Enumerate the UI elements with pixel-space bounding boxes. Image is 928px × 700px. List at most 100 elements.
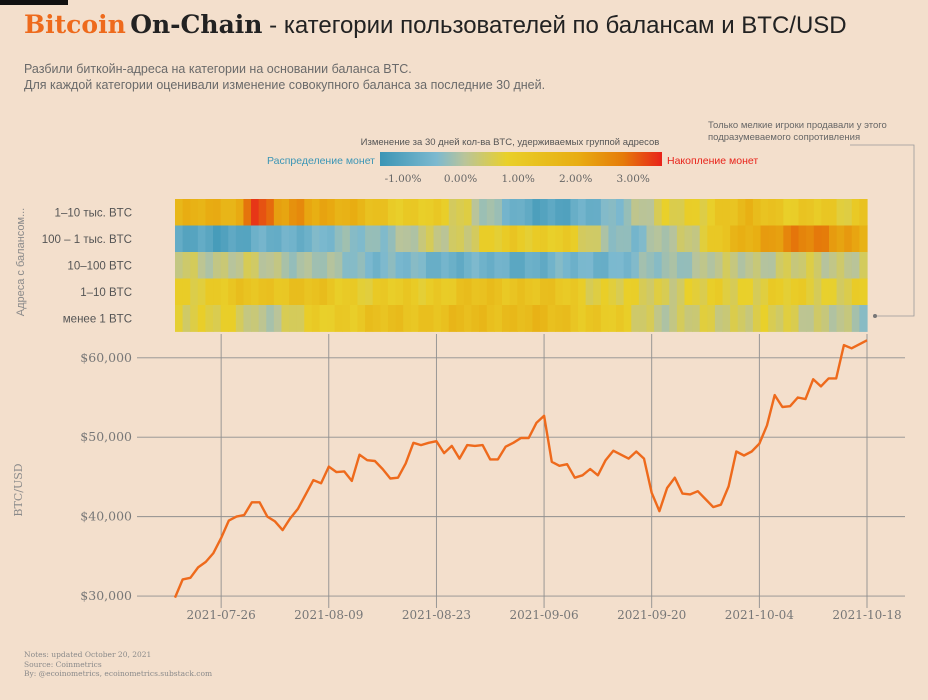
x-tick-label: 2021-08-23 — [402, 608, 471, 622]
heatmap-cell — [448, 199, 457, 226]
heatmap-cell — [555, 278, 564, 306]
heatmap-cell — [182, 278, 191, 306]
heatmap-cell — [684, 278, 693, 306]
heatmap-cell — [600, 278, 610, 306]
heatmap-cell — [524, 225, 533, 253]
heatmap-cell — [395, 305, 404, 332]
heatmap-cell — [494, 225, 503, 253]
heatmap-cell — [760, 225, 769, 253]
heatmap-cell — [349, 305, 359, 332]
heatmap-cell — [372, 305, 381, 332]
heatmap-cell — [425, 252, 435, 279]
heatmap-cell — [828, 278, 838, 306]
heatmap-cell — [524, 252, 533, 279]
heatmap-cell — [509, 199, 518, 226]
btc-price-line — [173, 339, 868, 599]
heatmap-cell — [190, 199, 199, 226]
heatmap-cell — [463, 199, 473, 226]
heatmap-cell — [205, 199, 214, 226]
heatmap-cell — [570, 225, 579, 253]
heatmap-cell — [669, 199, 678, 226]
page-title: Bitcoin On-Chain - категории пользовател… — [24, 10, 847, 40]
heatmap-cell — [395, 225, 404, 253]
heatmap-cell — [646, 252, 655, 279]
heatmap-cell — [859, 278, 868, 306]
heatmap-cell — [775, 278, 784, 306]
heatmap-cell — [790, 278, 800, 306]
heatmap-cell — [190, 278, 199, 306]
heatmap-cell — [509, 305, 518, 332]
heatmap-cell — [235, 199, 245, 226]
heatmap-cell — [418, 225, 427, 253]
heatmap-cell — [821, 199, 830, 226]
heatmap-cell — [311, 199, 321, 226]
heatmap-cell — [555, 199, 564, 226]
heatmap-cell — [783, 305, 792, 332]
heatmap-cell — [266, 278, 275, 306]
heatmap-cell — [722, 225, 731, 253]
heatmap-cell — [220, 225, 229, 253]
heatmap-cell — [197, 199, 207, 226]
heatmap-cell — [775, 199, 784, 226]
heatmap-cell — [714, 252, 724, 279]
heatmap-cell — [676, 278, 686, 306]
heatmap-cell — [403, 305, 412, 332]
heatmap-cell — [608, 278, 617, 306]
notes-updated: Notes: updated October 20, 2021 — [24, 650, 152, 659]
heatmap-cell — [547, 199, 556, 226]
heatmap-cell — [479, 199, 488, 226]
heatmap-cell — [532, 305, 541, 332]
heatmap-cell — [714, 305, 724, 332]
heatmap-cell — [471, 252, 480, 279]
heatmap-cell — [745, 278, 754, 306]
heatmap-cell — [243, 305, 252, 332]
heatmap-cell — [806, 278, 815, 306]
heatmap-cell — [228, 252, 237, 279]
heatmap-cell — [707, 225, 716, 253]
heatmap-cell — [441, 278, 450, 306]
heatmap-cell — [859, 252, 868, 279]
heatmap-cell — [486, 199, 495, 226]
heatmap-cell — [562, 305, 572, 332]
color-legend: Изменение за 30 дней кол-ва BTC, удержив… — [267, 137, 758, 185]
legend-right-label: Накопление монет — [667, 155, 758, 167]
heatmap-cell — [616, 278, 625, 306]
heatmap-cell — [319, 199, 328, 226]
heatmap-cell — [342, 225, 351, 253]
heatmap-cell — [524, 305, 533, 332]
legend-tick-label: -1.00% — [385, 173, 422, 185]
heatmap-cell — [365, 278, 374, 306]
heatmap-cell — [410, 305, 419, 332]
heatmap-cell — [380, 305, 389, 332]
heatmap-cell — [661, 278, 670, 306]
heatmap-cell — [570, 278, 579, 306]
heatmap-cell — [600, 252, 610, 279]
subtitle-line-1: Разбили биткойн-адреса на категории на о… — [24, 62, 412, 76]
x-tick-label: 2021-10-04 — [725, 608, 795, 622]
heatmap-cell — [745, 225, 754, 253]
heatmap-cell — [585, 252, 594, 279]
heatmap-cell — [258, 199, 267, 226]
heatmap-cell — [768, 199, 777, 226]
heatmap-cell — [555, 305, 564, 332]
heatmap-cell — [289, 252, 298, 279]
heatmap-cell — [836, 252, 845, 279]
x-tick-label: 2021-10-18 — [832, 608, 901, 622]
heatmap-cell — [578, 278, 587, 306]
heatmap-cell — [790, 199, 800, 226]
heatmap-cell — [844, 252, 853, 279]
heatmap-cell — [813, 252, 822, 279]
heatmap-cell — [844, 278, 853, 306]
heatmap-cell — [365, 199, 374, 226]
heatmap-cell — [783, 278, 792, 306]
heatmap-cell — [479, 305, 488, 332]
heatmap-cell — [737, 225, 746, 253]
heatmap-cell — [737, 199, 746, 226]
heatmap-cell — [296, 225, 305, 253]
heatmap-cell — [760, 252, 769, 279]
heatmap-row-label: 1–10 BTC — [80, 287, 132, 299]
heatmap-cell — [433, 252, 442, 279]
heatmap-cell — [768, 225, 777, 253]
heatmap-cell — [425, 199, 435, 226]
